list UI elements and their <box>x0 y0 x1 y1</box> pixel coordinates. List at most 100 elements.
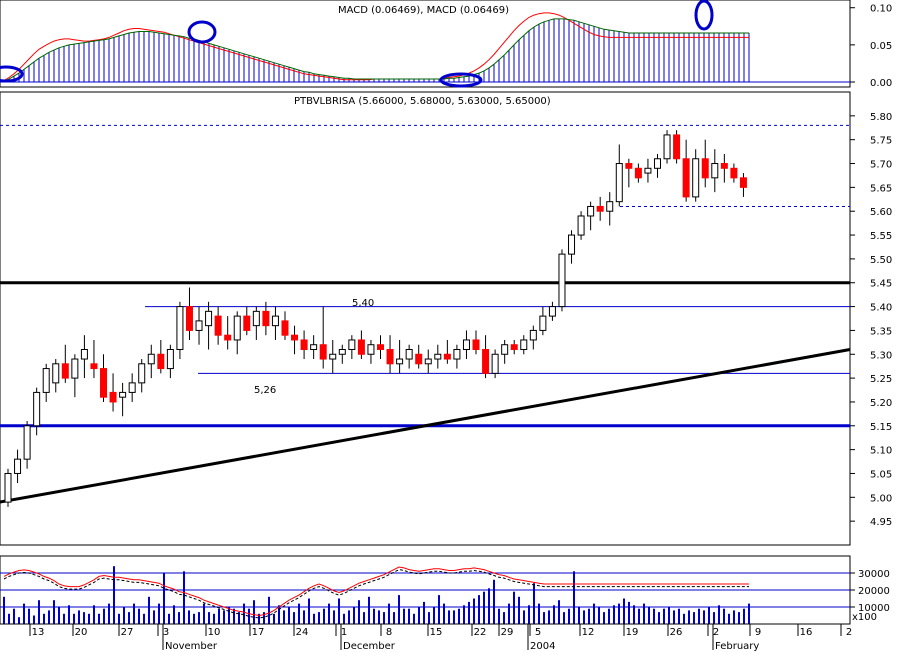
candle-body <box>386 348 394 365</box>
candle <box>109 373 117 412</box>
candle-body <box>529 329 537 341</box>
candle <box>166 344 174 379</box>
candle-body <box>434 353 442 360</box>
candle-body <box>673 134 681 160</box>
candle-body <box>4 472 12 503</box>
candle-body <box>176 306 184 350</box>
candle-body <box>71 358 79 379</box>
price-y-tick-label: 5.35 <box>870 326 892 337</box>
x-tick-label: 27 <box>121 627 134 638</box>
candle <box>138 359 146 393</box>
candle-body <box>730 167 738 179</box>
candle-body <box>653 158 661 169</box>
candle-body <box>109 391 117 403</box>
candle <box>529 325 537 350</box>
candle-body <box>634 167 642 179</box>
x-tick-label: 24 <box>296 627 309 638</box>
highlight-circle <box>187 20 217 44</box>
candle <box>663 130 671 164</box>
candle <box>33 387 41 436</box>
x-month-label: November <box>165 641 218 652</box>
x-tick-label: 19 <box>626 627 639 638</box>
annotation-526: 5,26 <box>254 385 276 396</box>
candle <box>415 344 423 369</box>
highlight-circle <box>439 72 483 88</box>
x-tick-label: 26 <box>670 627 683 638</box>
candle <box>491 349 499 379</box>
candle-body <box>243 315 251 331</box>
candle <box>80 335 88 379</box>
candle <box>14 449 22 484</box>
candle-body <box>61 363 69 379</box>
candle-body <box>510 344 518 350</box>
x-tick-label: 12 <box>582 627 595 638</box>
price-y-tick-label: 5.80 <box>870 112 892 123</box>
volume-oscillator-line <box>3 566 749 617</box>
x-tick-label: 17 <box>252 627 265 638</box>
candle-body <box>214 315 222 336</box>
candle-body <box>195 320 203 331</box>
price-y-tick-label: 5.45 <box>870 279 892 290</box>
candle <box>596 196 604 221</box>
candle <box>386 335 394 374</box>
candle <box>482 335 490 379</box>
candle-body <box>377 344 384 350</box>
candle <box>61 344 69 383</box>
candle <box>348 335 356 360</box>
candle-body <box>281 320 289 336</box>
x-tick-label: 2 <box>713 627 719 638</box>
candle <box>300 330 308 360</box>
volume-scale-note: x100 <box>852 612 877 623</box>
candle <box>730 163 738 183</box>
candle-body <box>233 315 241 341</box>
candle <box>501 339 509 364</box>
candle-body <box>443 353 451 360</box>
candle <box>224 316 232 350</box>
candle <box>42 363 50 402</box>
price-y-tick-label: 5.30 <box>870 350 892 361</box>
candle <box>510 339 518 355</box>
price-y-tick-label: 5.25 <box>870 374 892 385</box>
candle-body <box>424 358 432 365</box>
candle <box>625 158 633 188</box>
x-tick-label: 16 <box>800 627 813 638</box>
highlight-circle <box>694 0 714 31</box>
candle-body <box>520 339 528 350</box>
macd-panel: MACD (0.06469), MACD (0.06469) 0.100.050… <box>0 0 892 89</box>
x-tick-label: 3 <box>163 627 169 638</box>
macd-title: MACD (0.06469), MACD (0.06469) <box>338 5 509 16</box>
candle-body <box>52 363 60 384</box>
candle-body <box>348 339 356 350</box>
candle <box>462 330 470 360</box>
candle-body <box>405 348 413 360</box>
candle <box>176 301 184 360</box>
candle-body <box>14 458 22 474</box>
candle-body <box>453 348 461 360</box>
candle <box>100 354 108 402</box>
macd-lines <box>3 12 749 82</box>
price-panel: PTBVLBRISA (5.66000, 5.68000, 5.63000, 5… <box>0 91 892 546</box>
price-title: PTBVLBRISA (5.66000, 5.68000, 5.63000, 5… <box>294 96 551 107</box>
candle <box>214 306 222 345</box>
candle-body <box>739 177 747 188</box>
candle-body <box>310 344 318 350</box>
candle-body <box>625 163 633 169</box>
volume-y-tick-label: 10000 <box>858 603 890 614</box>
price-y-tick-label: 5.70 <box>870 160 892 171</box>
candle-body <box>606 201 614 212</box>
candle-body <box>577 215 585 236</box>
candle <box>405 344 413 369</box>
candle <box>424 349 432 374</box>
candle-body <box>462 339 470 350</box>
candle-body <box>138 363 146 384</box>
x-tick-label: 8 <box>386 627 392 638</box>
candle-body <box>548 306 556 317</box>
candle <box>644 158 652 183</box>
candle-body <box>262 310 270 327</box>
price-levels <box>0 124 851 504</box>
candle <box>434 344 442 369</box>
candle <box>539 306 547 336</box>
candle-body <box>100 368 108 398</box>
candle <box>319 306 327 369</box>
candle <box>701 139 709 188</box>
